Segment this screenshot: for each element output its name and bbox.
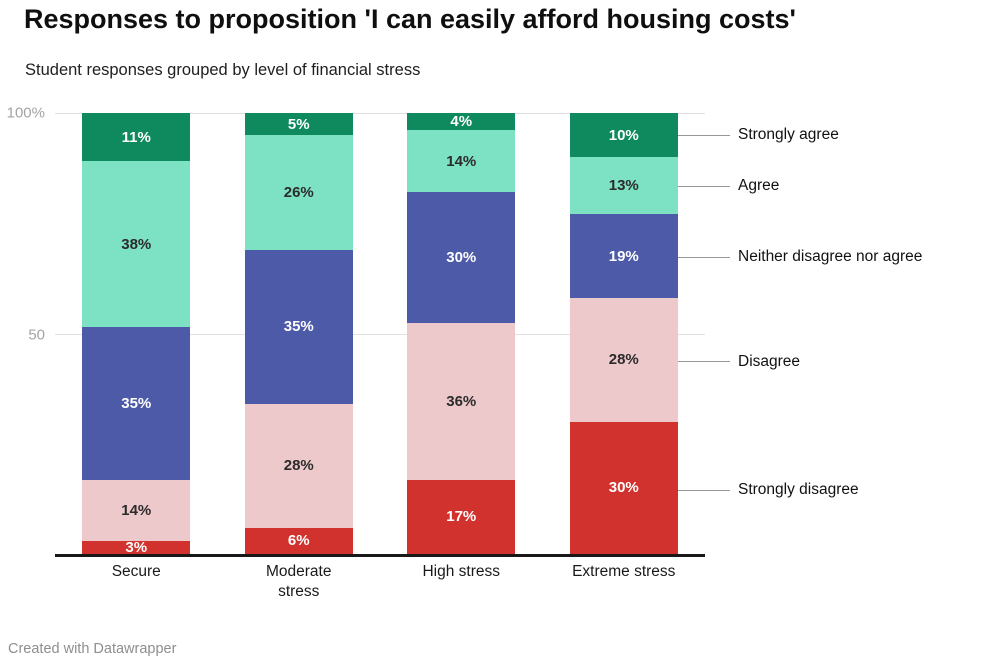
segment-value-label: 4%	[450, 113, 473, 131]
segment-value-label: 35%	[283, 318, 314, 336]
segment-value-label: 30%	[608, 479, 639, 497]
series-annotation: Agree	[678, 177, 779, 195]
series-labels: Strongly disagree Disagree Neither disagre…	[678, 113, 998, 557]
segment-value-label: 38%	[121, 235, 152, 253]
y-tick-label: 100%	[6, 104, 45, 122]
gridline	[55, 113, 705, 114]
segment-value-label: 17%	[446, 508, 477, 526]
segment-agree: 14%	[407, 130, 516, 192]
series-label: Strongly agree	[738, 126, 839, 144]
y-tick-label: 50	[28, 326, 45, 344]
segment-strongly-disagree: 3%	[82, 538, 191, 556]
segment-neither-disagree-nor-agree: 35%	[82, 326, 191, 480]
chart-subtitle: Student responses grouped by level of fi…	[25, 61, 421, 79]
series-label: Disagree	[738, 352, 801, 370]
segment-value-label: 14%	[121, 501, 152, 519]
bars: 3% 14% 35% 38% 11% 6% 28% 35% 26% 5% 17% 36% 30% 14% 4…	[55, 113, 705, 556]
series-annotation: Neither disagree nor agree	[678, 248, 922, 266]
segment-disagree: 28%	[244, 404, 353, 528]
segment-value-label: 26%	[283, 183, 314, 201]
series-label: Agree	[738, 177, 780, 195]
segment-value-label: 36%	[446, 392, 477, 410]
bar-high-stress: 17% 36% 30% 14% 4%	[407, 113, 516, 554]
segment-value-label: 11%	[121, 128, 151, 146]
x-axis-labels: Secure Moderate stress High stress Extreme …	[55, 562, 705, 602]
segment-value-label: 28%	[283, 457, 314, 475]
segment-agree: 13%	[569, 157, 678, 215]
segment-strongly-agree: 10%	[569, 113, 678, 158]
connector-line	[678, 361, 730, 363]
x-axis-label: Extreme stress	[572, 563, 676, 580]
segment-value-label: 14%	[446, 152, 477, 170]
segment-value-label: 3%	[125, 538, 148, 556]
connector-line	[678, 134, 730, 136]
segment-strongly-disagree: 30%	[569, 421, 678, 554]
segment-agree: 26%	[244, 135, 353, 250]
y-axis-ticks: 100% 50	[0, 105, 47, 557]
segment-strongly-agree: 11%	[82, 113, 191, 162]
segment-value-label: 10%	[608, 126, 639, 144]
segment-disagree: 36%	[407, 322, 516, 480]
segment-value-label: 19%	[608, 247, 639, 265]
x-axis-label: Secure	[111, 563, 161, 580]
segment-strongly-disagree: 6%	[244, 527, 353, 554]
plot-area: 3% 14% 35% 38% 11% 6% 28% 35% 26% 5% 17% 36% 30% 14% 4…	[55, 113, 705, 557]
connector-line	[678, 256, 730, 258]
series-annotation: Strongly disagree	[678, 481, 859, 499]
segment-disagree: 14%	[82, 479, 191, 541]
segment-strongly-disagree: 17%	[407, 479, 516, 554]
segment-neither-disagree-nor-agree: 35%	[244, 249, 353, 405]
series-label: Neither disagree nor agree	[738, 248, 923, 266]
x-axis-label: High stress	[422, 563, 501, 580]
gridline	[55, 333, 705, 335]
segment-value-label: 13%	[608, 177, 639, 195]
segment-value-label: 5%	[287, 115, 310, 133]
segment-neither-disagree-nor-agree: 30%	[407, 191, 516, 323]
segment-strongly-agree: 5%	[244, 113, 353, 136]
series-label: Strongly disagree	[738, 481, 859, 499]
segment-value-label: 35%	[121, 394, 152, 412]
attribution: Created with Datawrapper	[8, 641, 177, 657]
connector-line	[678, 489, 730, 491]
segment-neither-disagree-nor-agree: 19%	[569, 214, 678, 299]
segment-agree: 38%	[82, 161, 191, 327]
series-annotation: Strongly agree	[678, 126, 839, 144]
connector-line	[678, 185, 730, 187]
series-annotation: Disagree	[678, 353, 800, 371]
segment-value-label: 28%	[608, 351, 639, 369]
segment-strongly-agree: 4%	[407, 113, 516, 131]
x-axis-label: Moderate stress	[266, 563, 332, 601]
bar-secure: 3% 14% 35% 38% 11%	[82, 113, 191, 556]
segment-value-label: 30%	[446, 248, 477, 266]
bar-extreme-stress: 30% 28% 19% 13% 10%	[569, 113, 678, 554]
chart-title: Responses to proposition 'I can easily a…	[24, 4, 796, 34]
bar-moderate-stress: 6% 28% 35% 26% 5%	[244, 113, 353, 554]
segment-disagree: 28%	[569, 298, 678, 422]
segment-value-label: 6%	[287, 532, 310, 550]
